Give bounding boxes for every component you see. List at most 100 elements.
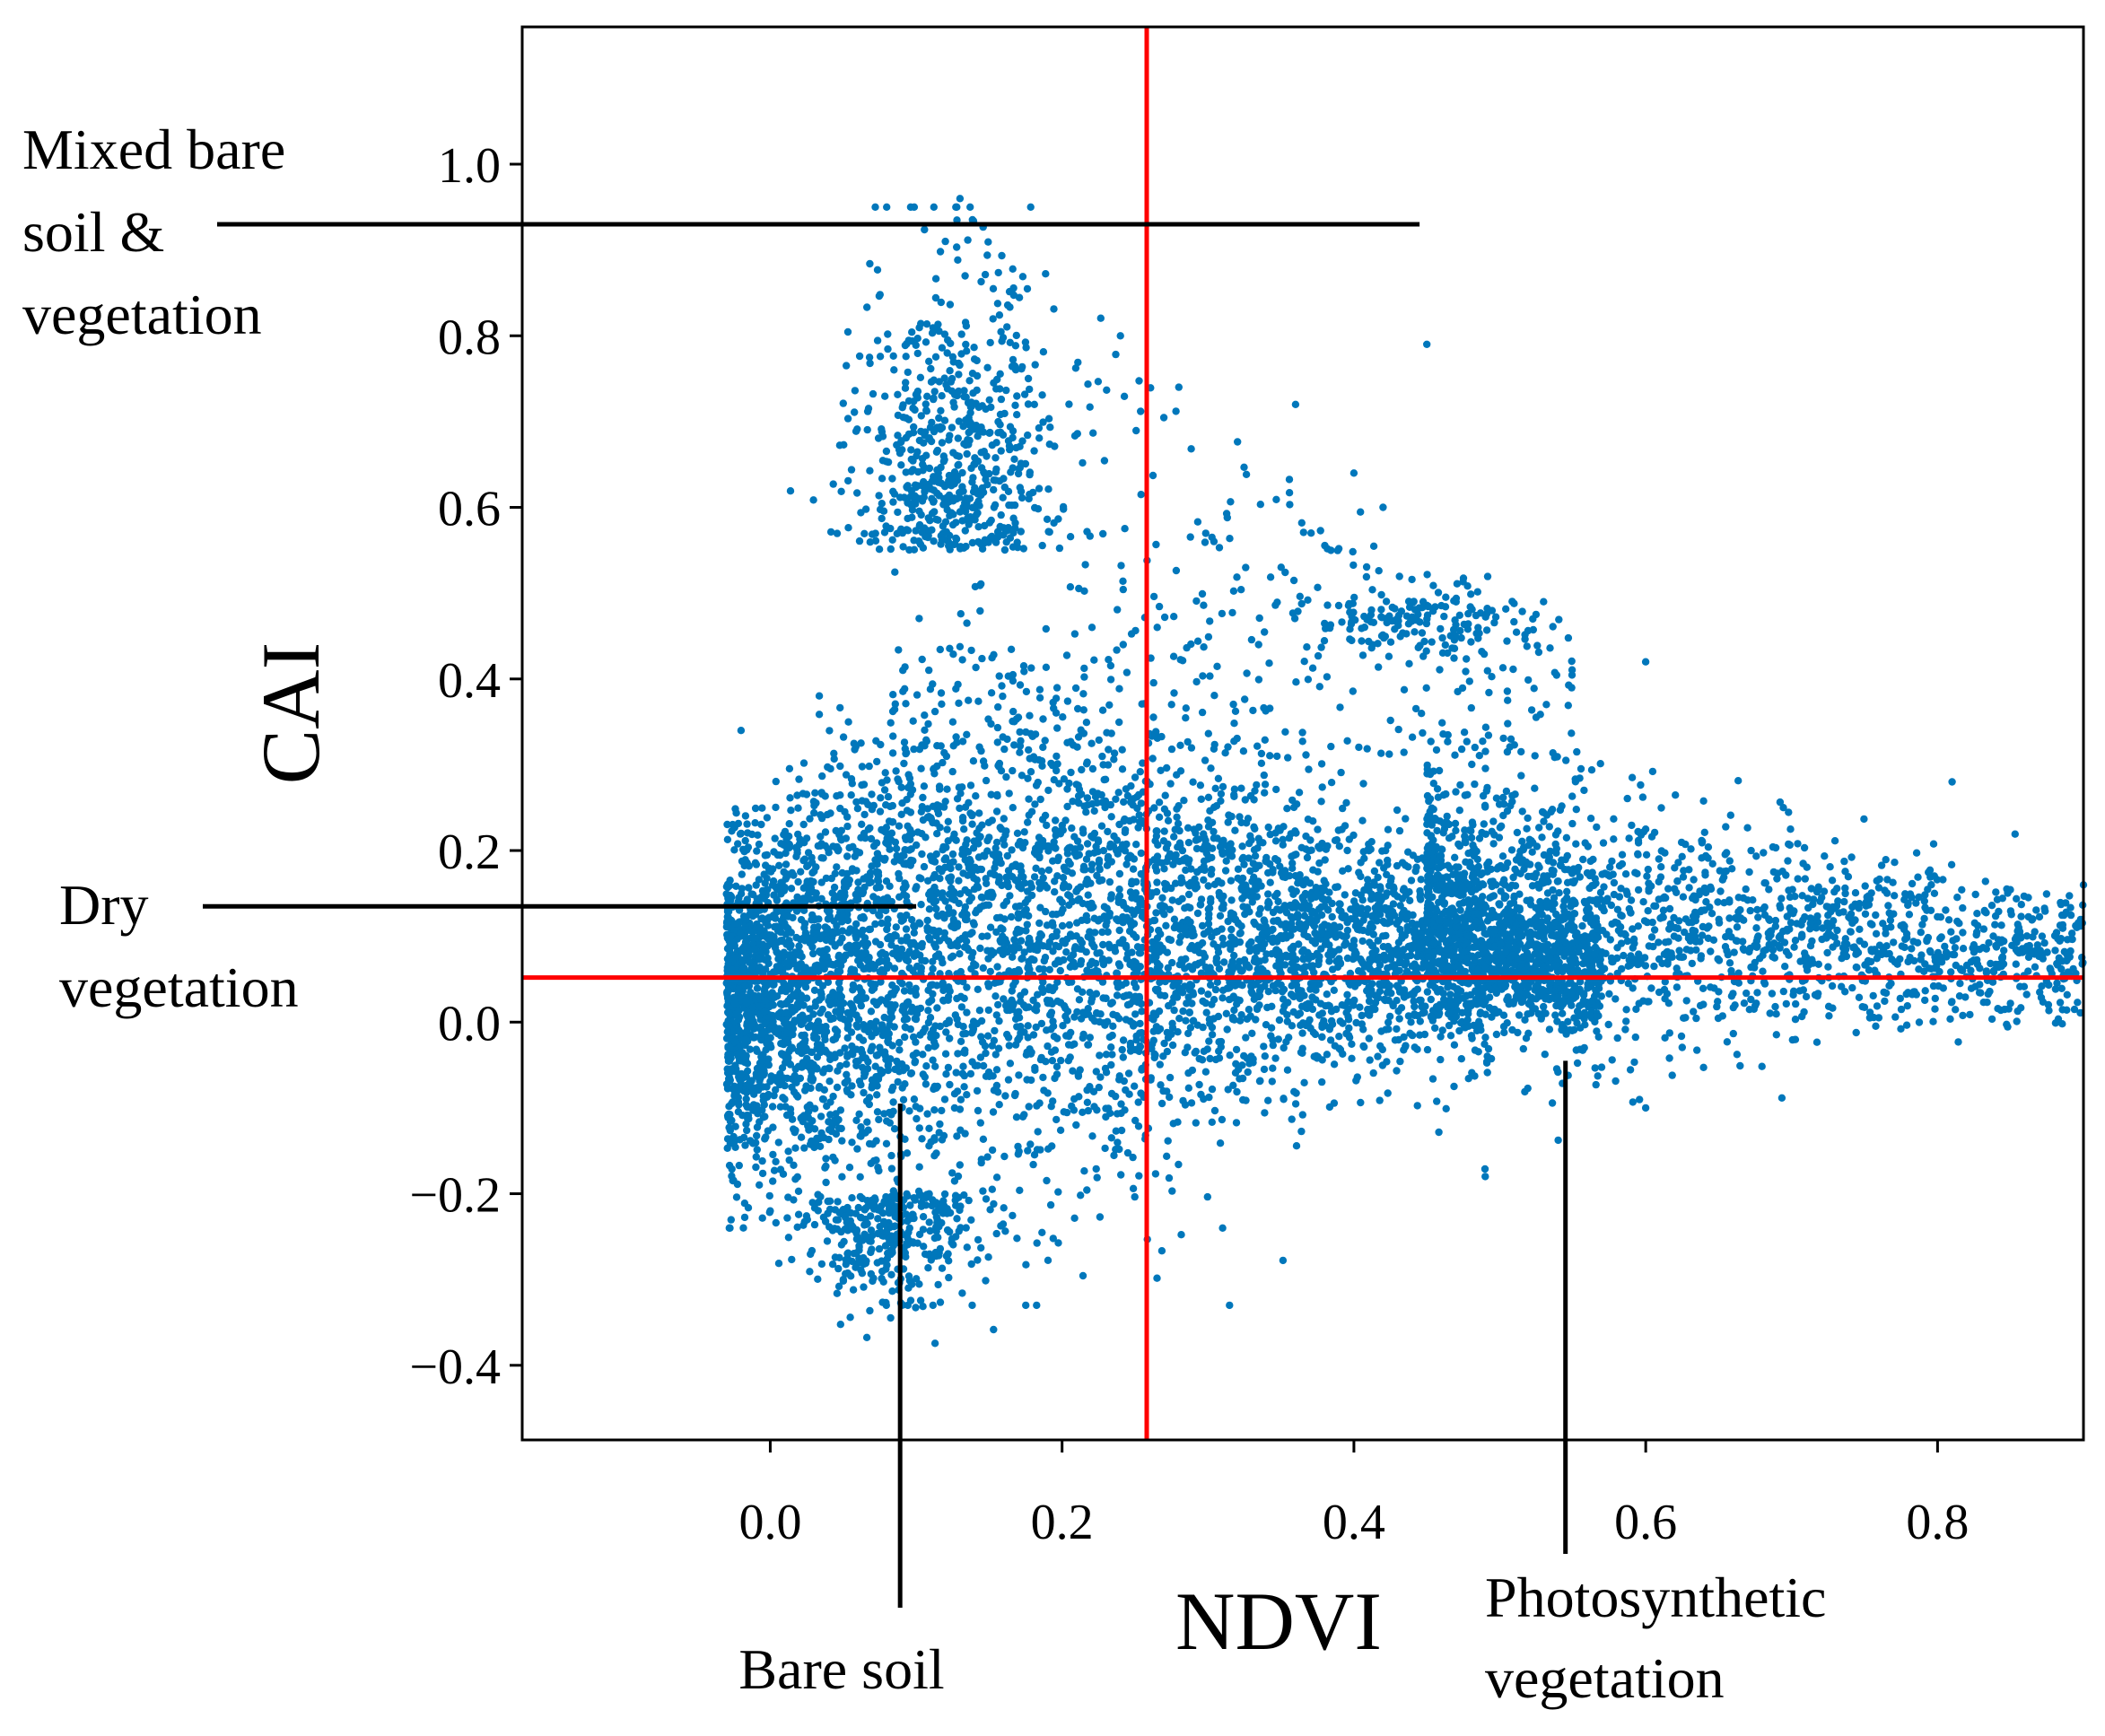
data-point (910, 929, 918, 938)
data-point (1058, 921, 1067, 930)
data-point (858, 820, 866, 828)
data-point (1108, 1031, 1116, 1040)
data-point (992, 838, 1001, 847)
data-point (1077, 956, 1086, 965)
data-point (1218, 782, 1227, 791)
data-point (902, 700, 910, 708)
data-point (1105, 877, 1114, 886)
data-point (1450, 1041, 1459, 1049)
data-point (994, 851, 1003, 859)
data-point (1253, 781, 1261, 789)
data-point (956, 1126, 965, 1134)
data-point (852, 1021, 860, 1029)
data-point (1104, 852, 1113, 861)
data-point (1032, 864, 1040, 872)
data-point (887, 936, 895, 944)
data-point (1343, 926, 1352, 935)
data-point (1155, 813, 1164, 821)
data-point (1031, 800, 1039, 808)
data-point (1090, 656, 1098, 664)
data-point (1200, 1095, 1208, 1104)
data-point (1266, 878, 1274, 886)
data-point (1356, 1003, 1364, 1011)
data-point (1048, 1057, 1057, 1065)
data-point (1251, 851, 1260, 860)
data-point (740, 1041, 748, 1049)
data-point (1096, 864, 1104, 873)
data-point (818, 772, 826, 781)
data-point (902, 749, 910, 758)
data-point (1086, 1034, 1095, 1042)
data-point (1248, 1029, 1256, 1038)
data-point (1304, 933, 1312, 941)
data-point (1122, 785, 1131, 793)
data-point (1288, 1115, 1296, 1123)
data-point (1288, 903, 1297, 912)
data-point (965, 897, 974, 905)
data-point (1198, 589, 1207, 598)
data-point (895, 1046, 904, 1054)
data-point (1269, 1064, 1277, 1072)
data-point (1048, 986, 1057, 995)
data-point (987, 689, 996, 697)
data-point (1303, 853, 1312, 862)
data-point (1379, 932, 1387, 940)
data-point (1046, 1200, 1055, 1209)
data-point (1002, 873, 1010, 882)
data-point (815, 711, 824, 719)
data-point (1018, 772, 1026, 780)
data-point (1260, 916, 1268, 924)
data-point (1104, 1017, 1112, 1026)
data-point (753, 1107, 761, 1115)
data-point (1210, 1106, 1219, 1115)
data-point (1155, 602, 1164, 611)
data-point (741, 981, 749, 990)
data-point (1218, 994, 1227, 1002)
data-point (869, 998, 878, 1006)
data-point (1059, 1022, 1067, 1030)
data-point (1087, 903, 1095, 912)
data-point (1358, 1020, 1367, 1028)
data-point (1061, 1012, 1070, 1021)
data-point (959, 1023, 967, 1031)
data-point (1024, 895, 1032, 903)
data-point (1318, 1033, 1326, 1042)
data-point (1236, 813, 1244, 821)
data-point (983, 1153, 991, 1161)
data-point (745, 862, 753, 870)
data-point (1083, 794, 1092, 802)
data-point (1070, 1214, 1079, 1223)
data-point (925, 905, 934, 913)
data-point (1341, 891, 1349, 899)
data-point (930, 1152, 939, 1160)
data-point (1208, 818, 1217, 826)
data-point (1188, 941, 1196, 950)
data-point (921, 726, 929, 734)
data-point (769, 1150, 777, 1159)
data-point (897, 810, 905, 818)
data-point (1123, 791, 1132, 800)
data-point (887, 836, 895, 844)
data-point (994, 1000, 1002, 1009)
data-point (1157, 1099, 1166, 1108)
data-point (1358, 816, 1367, 824)
data-point (993, 738, 1002, 746)
data-point (952, 733, 960, 741)
data-point (981, 852, 989, 860)
data-point (1121, 1106, 1129, 1114)
data-point (1072, 887, 1080, 895)
data-point (849, 986, 857, 994)
data-point (1039, 988, 1047, 997)
data-point (1226, 1301, 1234, 1310)
data-point (884, 792, 893, 801)
data-point (875, 1166, 883, 1175)
data-point (976, 1119, 985, 1127)
data-point (753, 984, 762, 992)
data-point (1289, 803, 1298, 812)
data-point (1163, 948, 1172, 956)
data-point (838, 1173, 846, 1181)
data-point (1170, 1006, 1178, 1015)
data-point (1056, 966, 1065, 975)
data-point (1119, 841, 1127, 849)
data-point (916, 920, 924, 928)
